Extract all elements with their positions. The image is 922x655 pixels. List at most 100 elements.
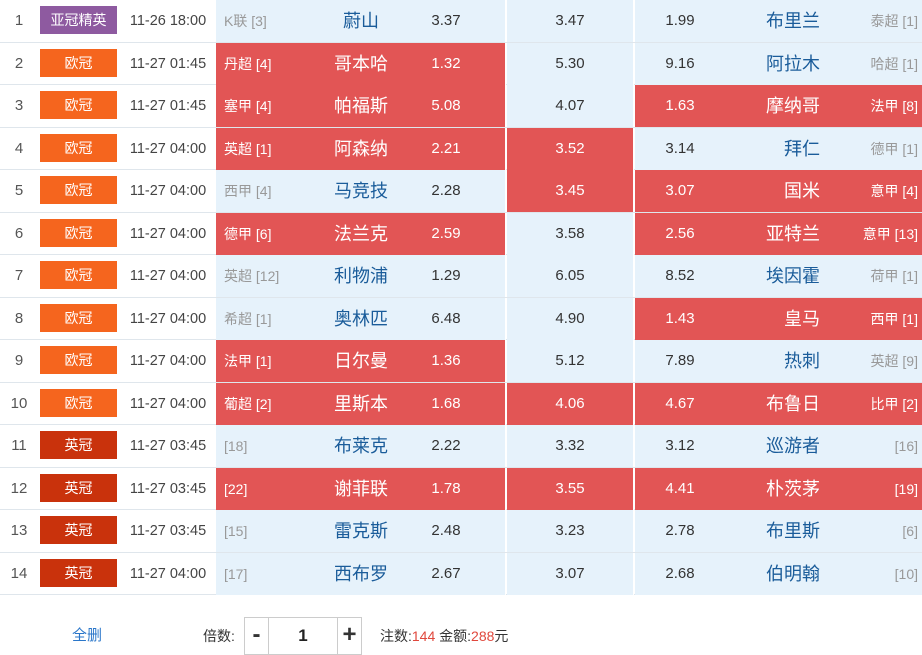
away-rank: 意甲 [13]: [862, 225, 918, 242]
league-cell: 欧冠: [40, 128, 117, 170]
bets-count-value: 144: [411, 628, 436, 644]
away-odd: 8.52: [665, 267, 695, 284]
away-win-option[interactable]: 7.89 热刺 英超 [9]: [635, 340, 922, 382]
home-win-option[interactable]: 西甲 [4] 马竞技 2.28: [216, 170, 506, 212]
away-win-option[interactable]: 4.41 朴茨茅 [19]: [635, 467, 922, 510]
delete-all-link[interactable]: 全删: [72, 627, 103, 644]
draw-option[interactable]: 5.30: [507, 42, 634, 85]
away-team: 热刺: [784, 351, 820, 371]
away-rank: 法甲 [8]: [870, 98, 918, 114]
home-win-option[interactable]: [17] 西布罗 2.67: [216, 552, 506, 595]
draw-odd: 4.90: [555, 309, 585, 327]
row-index: 10: [10, 394, 28, 412]
decrease-multiplier-button[interactable]: -: [245, 618, 269, 654]
match-row: 7 欧冠 11-27 04:00 英超 [12] 利物浦 1.29 6.05 8.52 埃因霍 荷…: [0, 255, 922, 298]
away-win-option[interactable]: 2.78 布里斯 [6]: [635, 510, 922, 552]
draw-odd: 4.07: [555, 97, 585, 114]
home-rank: 德甲 [6]: [224, 225, 272, 242]
draw-odd: 3.45: [555, 182, 585, 199]
away-team: 朴茨茅: [766, 478, 820, 499]
match-table: 1 亚冠精英 11-26 18:00 K联 [3] 蔚山 3.37 3.47 1.99 布里兰 泰…: [0, 0, 922, 595]
league-cell: 英冠: [40, 468, 117, 510]
league-cell: 欧冠: [40, 383, 117, 425]
home-team: 日尔曼: [334, 351, 388, 371]
league-badge: 欧冠: [40, 388, 117, 417]
draw-odd: 4.06: [555, 394, 585, 412]
home-win-option[interactable]: 希超 [1] 奥林匹 6.48: [216, 297, 506, 340]
home-win-option[interactable]: K联 [3] 蔚山 3.37: [216, 0, 506, 42]
away-team: 国米: [784, 181, 820, 201]
home-win-option[interactable]: 法甲 [1] 日尔曼 1.36: [216, 340, 506, 382]
increase-multiplier-button[interactable]: +: [337, 618, 361, 654]
match-row: 8 欧冠 11-27 04:00 希超 [1] 奥林匹 6.48 4.90 1.43 皇马 西甲 …: [0, 297, 922, 340]
draw-option[interactable]: 3.07: [507, 552, 634, 595]
home-win-option[interactable]: 英超 [1] 阿森纳 2.21: [216, 127, 506, 170]
league-badge: 欧冠: [40, 133, 117, 162]
draw-odd: 5.12: [555, 352, 585, 369]
draw-option[interactable]: 4.07: [507, 85, 634, 127]
league-badge: 英冠: [40, 473, 117, 502]
home-team: 帕福斯: [334, 96, 388, 116]
draw-option[interactable]: 3.23: [507, 510, 634, 552]
match-time: 11-27 03:45: [129, 438, 207, 454]
away-win-option[interactable]: 2.68 伯明翰 [10]: [635, 552, 922, 595]
match-row: 2 欧冠 11-27 01:45 丹超 [4] 哥本哈 1.32 5.30 9.16 阿拉木 哈超…: [0, 42, 922, 85]
away-win-option[interactable]: 3.14 拜仁 德甲 [1]: [635, 127, 922, 170]
home-win-option[interactable]: 英超 [12] 利物浦 1.29: [216, 255, 506, 297]
home-win-option[interactable]: [18] 布莱克 2.22: [216, 425, 506, 467]
league-badge: 欧冠: [40, 48, 117, 77]
draw-option[interactable]: 3.58: [507, 212, 634, 255]
home-rank: 希超 [1]: [224, 310, 272, 327]
row-index: 13: [10, 522, 28, 539]
home-rank: 英超 [12]: [224, 268, 280, 284]
away-win-option[interactable]: 2.56 亚特兰 意甲 [13]: [635, 212, 922, 255]
draw-odd: 3.58: [555, 224, 585, 242]
league-badge: 欧冠: [40, 303, 117, 332]
away-win-option[interactable]: 3.07 国米 意甲 [4]: [635, 170, 922, 212]
draw-option[interactable]: 3.55: [507, 467, 634, 510]
away-win-option[interactable]: 3.12 巡游者 [16]: [635, 425, 922, 467]
draw-option[interactable]: 3.52: [507, 127, 634, 170]
draw-option[interactable]: 5.12: [507, 340, 634, 382]
league-cell: 欧冠: [40, 340, 117, 382]
home-win-option[interactable]: 葡超 [2] 里斯本 1.68: [216, 382, 506, 425]
away-win-option[interactable]: 1.63 摩纳哥 法甲 [8]: [635, 85, 922, 127]
away-team: 摩纳哥: [766, 96, 820, 116]
home-win-option[interactable]: [15] 雷克斯 2.48: [216, 510, 506, 552]
home-rank: [18]: [224, 438, 248, 454]
draw-option[interactable]: 4.06: [507, 382, 634, 425]
away-win-option[interactable]: 9.16 阿拉木 哈超 [1]: [635, 42, 922, 85]
home-win-option[interactable]: 丹超 [4] 哥本哈 1.32: [216, 42, 506, 85]
home-win-option[interactable]: 塞甲 [4] 帕福斯 5.08: [216, 85, 506, 127]
home-win-option[interactable]: [22] 谢菲联 1.78: [216, 467, 506, 510]
league-badge: 英冠: [40, 431, 117, 459]
away-team: 埃因霍: [766, 266, 820, 286]
away-win-option[interactable]: 8.52 埃因霍 荷甲 [1]: [635, 255, 922, 297]
home-team: 雷克斯: [334, 521, 388, 541]
away-team: 阿拉木: [766, 53, 820, 74]
away-odd: 1.99: [665, 12, 695, 29]
league-badge: 欧冠: [40, 346, 117, 374]
away-team: 布里斯: [766, 521, 820, 541]
draw-option[interactable]: 3.47: [507, 0, 634, 42]
away-win-option[interactable]: 1.99 布里兰 泰超 [1]: [635, 0, 922, 42]
draw-option[interactable]: 6.05: [507, 255, 634, 297]
home-odd: 2.48: [431, 522, 461, 539]
match-time: 11-27 04:00: [129, 225, 207, 242]
home-team: 布莱克: [334, 436, 388, 456]
amount-value: 288: [471, 628, 495, 644]
away-odd: 3.07: [665, 182, 695, 199]
away-odd: 2.68: [665, 564, 695, 582]
multiplier-input[interactable]: [270, 618, 336, 654]
home-odd: 1.36: [431, 352, 461, 369]
home-win-option[interactable]: 德甲 [6] 法兰克 2.59: [216, 212, 506, 255]
row-index: 1: [14, 12, 24, 29]
away-win-option[interactable]: 4.67 布鲁日 比甲 [2]: [635, 382, 922, 425]
draw-option[interactable]: 3.45: [507, 170, 634, 212]
away-odd: 2.56: [665, 224, 695, 242]
away-odd: 3.14: [665, 139, 695, 157]
draw-option[interactable]: 3.32: [507, 425, 634, 467]
away-odd: 7.89: [665, 352, 695, 369]
draw-option[interactable]: 4.90: [507, 297, 634, 340]
away-win-option[interactable]: 1.43 皇马 西甲 [1]: [635, 297, 922, 340]
